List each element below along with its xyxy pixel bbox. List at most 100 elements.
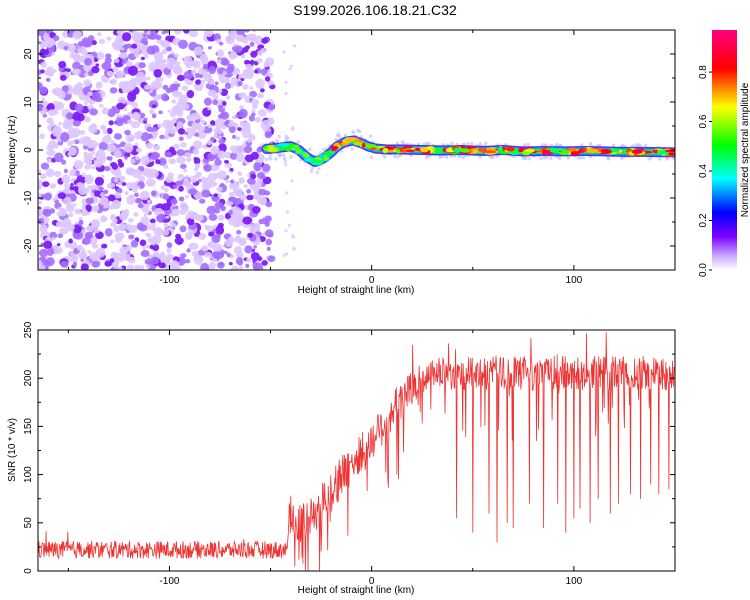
noise-speck [179, 225, 187, 233]
noise-speck [247, 177, 256, 185]
noise-speck [184, 152, 192, 158]
noise-speck [72, 111, 82, 121]
noise-speck [263, 61, 270, 68]
noise-speck [177, 128, 186, 135]
noise-speck [285, 210, 290, 214]
noise-speck [216, 123, 223, 130]
noise-speck [214, 81, 219, 86]
noise-speck [282, 253, 286, 257]
noise-speck [151, 190, 157, 197]
noise-speck [224, 82, 231, 90]
noise-speck [123, 107, 128, 112]
noise-speck [84, 101, 88, 105]
noise-speck [113, 192, 122, 199]
noise-speck [220, 182, 225, 187]
signal-halo [350, 147, 354, 151]
noise-speck [102, 135, 112, 144]
noise-speck [103, 217, 108, 222]
noise-speck [247, 138, 252, 143]
noise-speck [80, 263, 89, 270]
noise-speck [265, 201, 273, 208]
signal-blob [472, 149, 478, 154]
noise-speck [204, 224, 209, 230]
noise-speck [212, 243, 223, 252]
noise-speck [184, 131, 189, 135]
noise-speck [210, 136, 215, 143]
noise-speck [173, 266, 182, 270]
signal-halo [450, 141, 454, 145]
signal-blob [622, 148, 627, 153]
noise-speck [53, 35, 60, 42]
noise-speck [57, 233, 64, 239]
noise-speck [244, 59, 251, 65]
noise-speck [236, 30, 246, 36]
noise-speck [229, 179, 235, 184]
noise-speck [191, 69, 197, 75]
noise-speck [40, 61, 47, 68]
noise-speck [146, 31, 151, 36]
noise-speck [208, 231, 215, 237]
noise-speck [239, 105, 244, 110]
noise-speck [207, 242, 212, 247]
noise-speck [222, 101, 227, 106]
noise-speck [199, 198, 206, 204]
noise-speck [130, 158, 136, 164]
noise-speck [143, 117, 148, 122]
noise-speck [162, 193, 170, 200]
signal-halo [368, 134, 373, 138]
signal-halo [588, 141, 593, 146]
signal-halo [558, 156, 562, 160]
noise-speck [229, 168, 234, 172]
noise-speck [203, 163, 212, 172]
noise-speck [241, 128, 252, 139]
noise-speck [121, 32, 132, 42]
noise-speck [231, 115, 237, 120]
noise-speck [140, 249, 150, 258]
noise-speck [200, 119, 206, 125]
noise-speck [87, 35, 95, 42]
noise-speck [218, 135, 222, 139]
signal-halo [395, 141, 400, 145]
noise-speck [204, 251, 212, 258]
noise-speck [236, 229, 242, 235]
noise-speck [219, 41, 224, 46]
noise-speck [73, 160, 84, 170]
noise-speck [67, 43, 77, 53]
signal-halo [644, 143, 648, 147]
noise-speck [246, 194, 254, 201]
noise-speck [151, 113, 157, 119]
noise-speck [78, 251, 87, 260]
noise-speck [217, 233, 221, 238]
noise-speck [158, 110, 163, 115]
noise-speck [108, 120, 114, 126]
noise-speck [159, 40, 166, 46]
noise-speck [253, 162, 262, 172]
noise-speck [40, 162, 50, 170]
noise-speck [251, 206, 261, 214]
signal-halo [523, 143, 527, 147]
noise-speck [69, 169, 77, 177]
noise-speck [157, 123, 163, 128]
noise-speck [289, 64, 293, 68]
noise-speck [172, 184, 178, 189]
noise-speck [161, 31, 166, 35]
noise-speck [199, 53, 208, 63]
noise-speck [256, 172, 265, 179]
noise-speck [218, 143, 227, 153]
snr-x-label: Height of straight line (km) [298, 585, 415, 596]
noise-speck [136, 222, 145, 231]
noise-speck [176, 156, 186, 164]
signal-halo [470, 141, 474, 146]
noise-speck [140, 132, 151, 142]
noise-speck [46, 103, 55, 112]
noise-speck [150, 222, 156, 227]
noise-speck [140, 156, 150, 166]
noise-speck [238, 177, 245, 184]
noise-speck [151, 126, 159, 133]
signal-blob [453, 147, 462, 153]
noise-speck [183, 30, 190, 34]
noise-speck [284, 80, 288, 84]
noise-speck [91, 91, 102, 102]
noise-speck [197, 130, 207, 139]
